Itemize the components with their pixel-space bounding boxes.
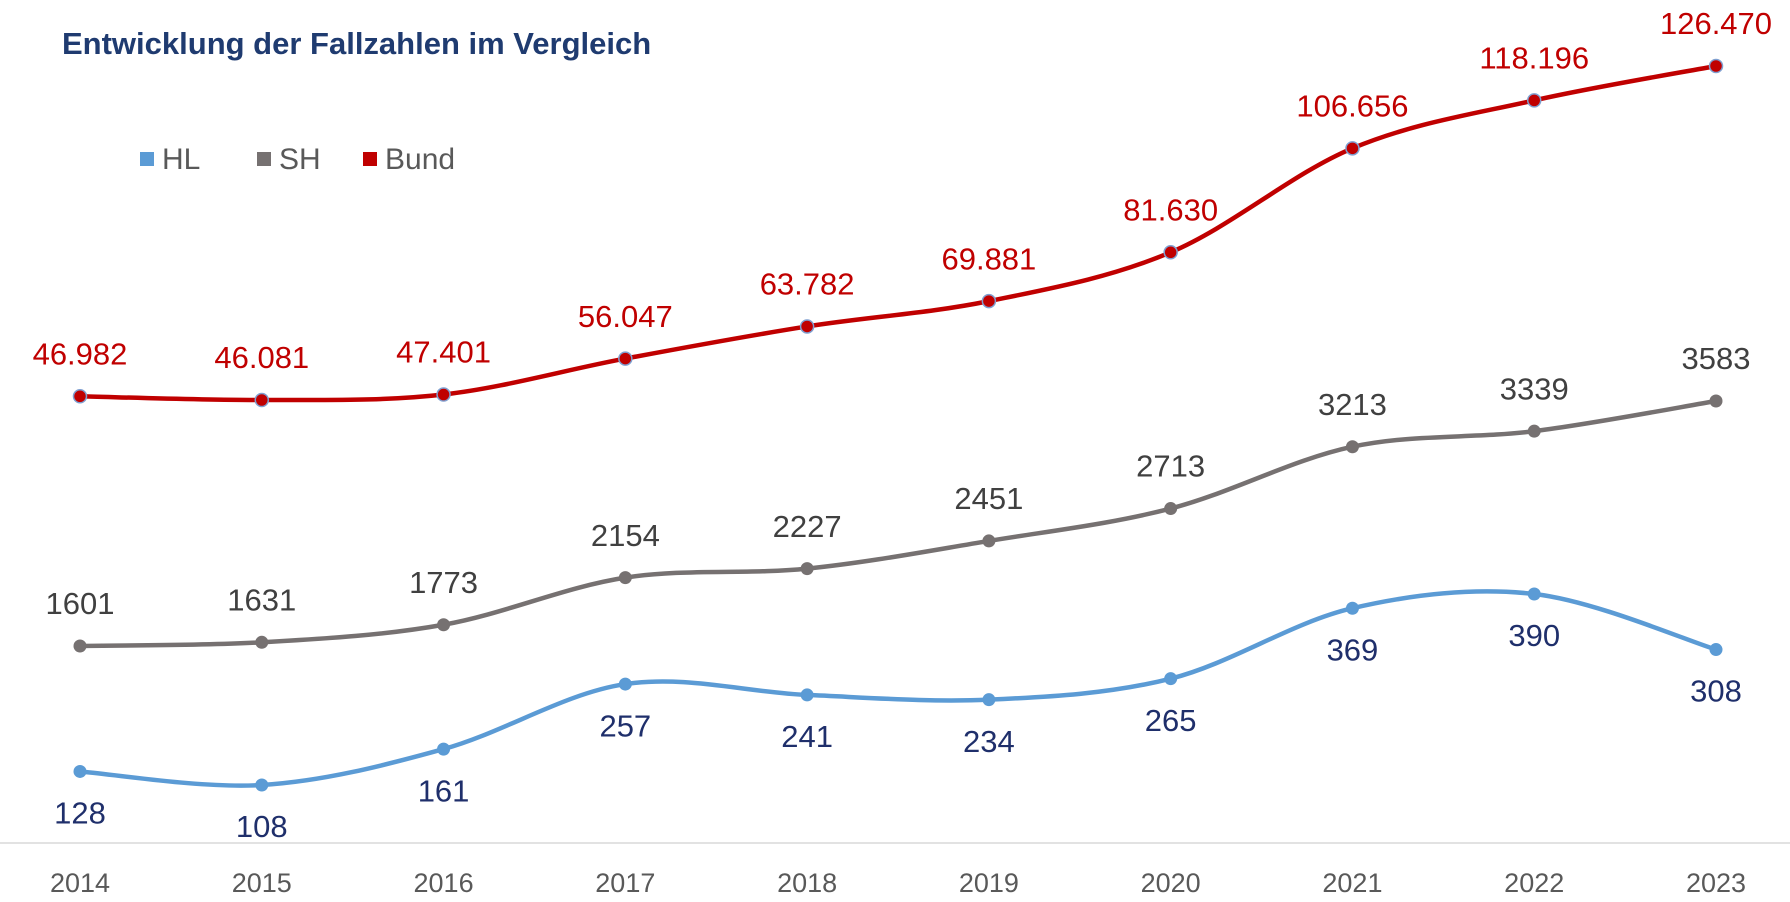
data-label: 126.470 bbox=[1660, 6, 1772, 41]
x-tick-label: 2022 bbox=[1504, 868, 1564, 897]
data-label: 128 bbox=[54, 796, 106, 831]
data-label: 2227 bbox=[773, 509, 842, 544]
data-label: 1631 bbox=[227, 582, 296, 617]
data-point bbox=[1708, 58, 1724, 74]
data-label: 3339 bbox=[1500, 371, 1569, 406]
data-point bbox=[982, 693, 996, 707]
data-label: 161 bbox=[418, 773, 470, 808]
data-point bbox=[73, 639, 87, 653]
chart-title: Entwicklung der Fallzahlen im Vergleich bbox=[62, 26, 651, 61]
data-point bbox=[799, 319, 815, 334]
data-label: 2713 bbox=[1136, 449, 1205, 484]
data-label: 47.401 bbox=[396, 335, 491, 370]
data-point bbox=[437, 742, 451, 756]
data-label: 108 bbox=[236, 809, 288, 844]
data-point bbox=[73, 764, 87, 778]
x-tick-label: 2019 bbox=[959, 868, 1019, 897]
data-label: 2451 bbox=[954, 481, 1023, 516]
x-tick-label: 2016 bbox=[414, 868, 474, 897]
data-point bbox=[436, 387, 451, 402]
data-label: 1601 bbox=[46, 586, 115, 621]
data-label: 308 bbox=[1690, 674, 1742, 709]
data-point bbox=[800, 562, 814, 576]
x-tick-label: 2015 bbox=[232, 868, 292, 897]
data-point bbox=[254, 392, 270, 408]
legend-swatch bbox=[140, 152, 154, 166]
data-label: 1773 bbox=[409, 565, 478, 600]
data-point bbox=[800, 688, 814, 702]
data-label: 69.881 bbox=[941, 241, 1036, 276]
data-point bbox=[255, 778, 269, 792]
data-label: 2154 bbox=[591, 518, 660, 553]
data-point bbox=[1163, 245, 1178, 260]
data-point bbox=[1709, 643, 1723, 657]
data-point bbox=[981, 293, 997, 309]
x-tick-label: 2018 bbox=[777, 868, 837, 897]
x-tick-label: 2014 bbox=[50, 868, 110, 897]
data-point bbox=[1527, 587, 1541, 601]
data-label: 46.081 bbox=[214, 340, 309, 375]
data-point bbox=[255, 635, 269, 649]
data-label: 56.047 bbox=[578, 299, 673, 334]
data-label: 241 bbox=[781, 719, 833, 754]
data-label: 46.982 bbox=[33, 336, 128, 371]
data-point bbox=[1709, 394, 1723, 408]
data-point bbox=[437, 618, 451, 632]
data-label: 265 bbox=[1145, 703, 1197, 738]
legend-swatch bbox=[257, 152, 271, 166]
x-tick-label: 2017 bbox=[595, 868, 655, 897]
legend-label: SH bbox=[279, 143, 321, 176]
data-point bbox=[1164, 502, 1178, 516]
data-point bbox=[1345, 141, 1360, 156]
x-tick-label: 2020 bbox=[1141, 868, 1201, 897]
data-label: 3213 bbox=[1318, 387, 1387, 422]
data-point bbox=[1526, 93, 1542, 108]
x-tick-label: 2021 bbox=[1322, 868, 1382, 897]
data-label: 390 bbox=[1508, 618, 1560, 653]
data-label: 81.630 bbox=[1123, 192, 1218, 227]
data-point bbox=[618, 571, 632, 585]
series-line bbox=[79, 63, 1717, 403]
data-point bbox=[72, 389, 88, 404]
data-label: 234 bbox=[963, 724, 1015, 759]
data-point bbox=[1345, 440, 1359, 454]
series-line bbox=[79, 398, 1717, 649]
data-point bbox=[1345, 601, 1359, 615]
data-point bbox=[1527, 424, 1541, 438]
legend-label: HL bbox=[162, 143, 200, 176]
series-line bbox=[79, 589, 1717, 788]
data-label: 3583 bbox=[1682, 341, 1751, 376]
data-point bbox=[1164, 672, 1178, 686]
data-label: 369 bbox=[1327, 632, 1379, 667]
legend-label: Bund bbox=[385, 143, 455, 176]
data-point bbox=[982, 534, 996, 548]
legend-swatch bbox=[363, 152, 377, 166]
data-label: 106.656 bbox=[1296, 89, 1408, 124]
data-label: 63.782 bbox=[760, 267, 855, 302]
x-tick-label: 2023 bbox=[1686, 868, 1746, 897]
data-label: 118.196 bbox=[1479, 41, 1589, 76]
data-point bbox=[618, 351, 633, 366]
data-label: 257 bbox=[599, 708, 651, 743]
data-point bbox=[618, 677, 632, 691]
